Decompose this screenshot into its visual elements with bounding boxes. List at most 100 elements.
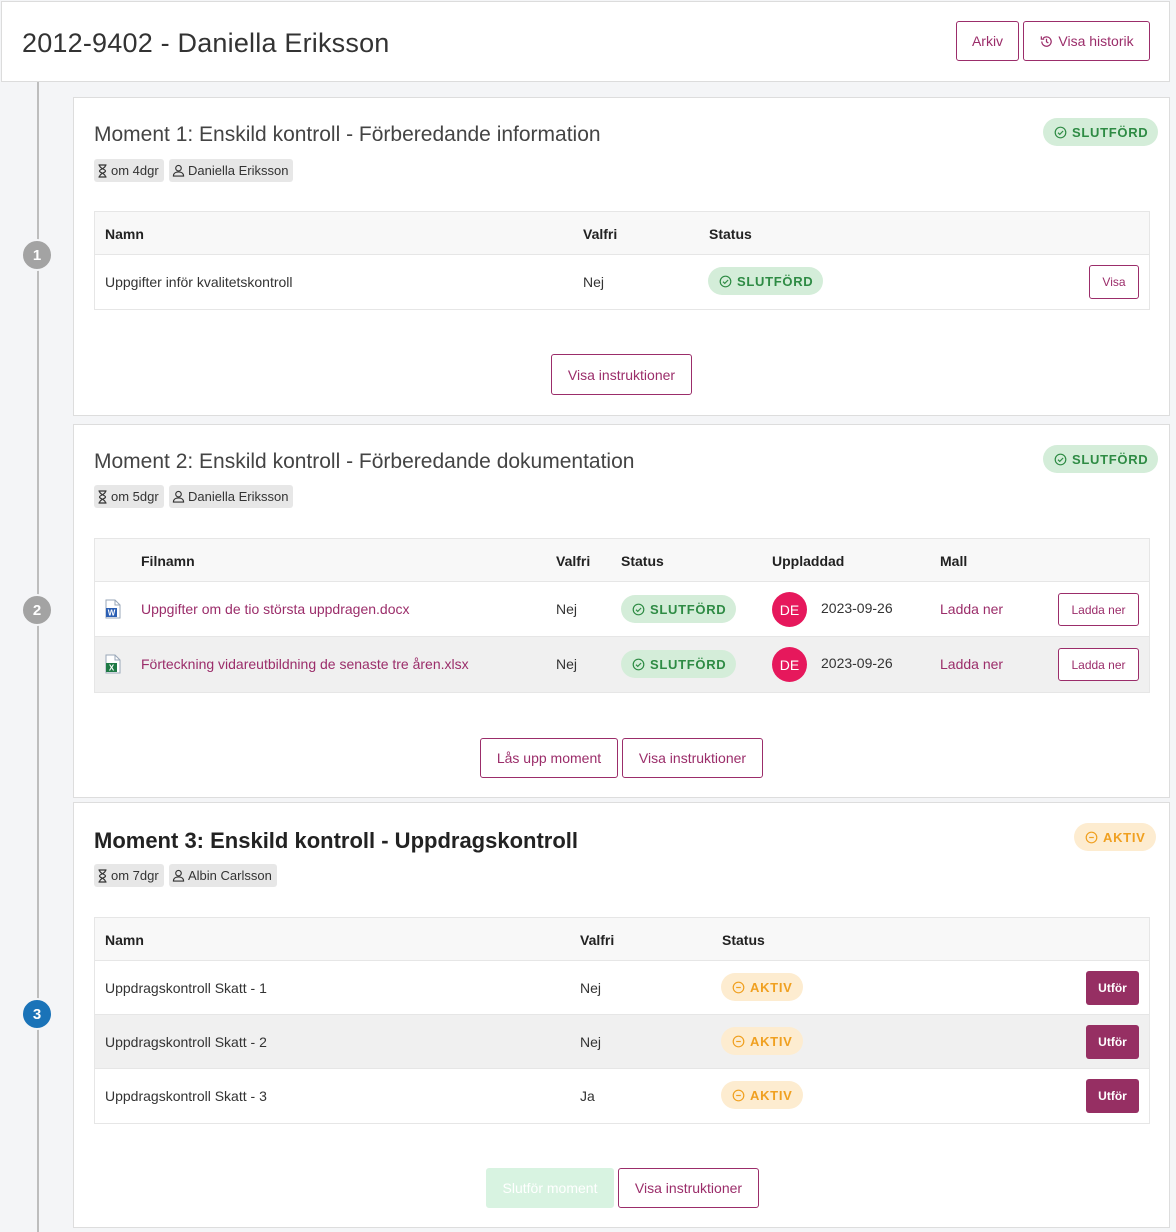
- table-row: X Förteckning vidareutbildning de senast…: [95, 637, 1149, 692]
- status-text: AKTIV: [1103, 829, 1146, 845]
- moment-1-card: Moment 1: Enskild kontroll - Förberedand…: [73, 97, 1170, 416]
- check-circle-icon: [719, 275, 732, 287]
- row-name: Uppgifter inför kvalitetskontroll: [105, 274, 293, 290]
- row-optional: Nej: [556, 656, 578, 672]
- download-button[interactable]: Ladda ner: [1058, 593, 1139, 626]
- table-header: Namn Valfri Status: [95, 212, 1149, 255]
- moment-3-card: Moment 3: Enskild kontroll - Uppdragskon…: [73, 802, 1170, 1228]
- hourglass-icon: [98, 489, 107, 504]
- step-1-badge: 1: [21, 239, 53, 271]
- moment-3-title: Moment 3: Enskild kontroll - Uppdragskon…: [94, 828, 579, 853]
- table-row: W Uppgifter om de tio största uppdragen.…: [95, 582, 1149, 637]
- template-download-link[interactable]: Ladda ner: [940, 601, 1004, 617]
- table-header: Filnamn Valfri Status Uppladdad Mall: [95, 539, 1149, 582]
- moment-1-table: Namn Valfri Status Uppgifter inför kvali…: [94, 211, 1150, 310]
- table-row: Uppdragskontroll Skatt - 1 Nej AKTIV Utf…: [95, 961, 1149, 1015]
- unlock-moment-button[interactable]: Lås upp moment: [480, 738, 618, 778]
- column-optional: Valfri: [583, 226, 618, 242]
- moment-2-title: Moment 2: Enskild kontroll - Förberedand…: [94, 450, 635, 473]
- perform-button[interactable]: Utför: [1086, 1025, 1139, 1059]
- hourglass-icon: [98, 163, 107, 178]
- moment-3-status-badge: AKTIV: [1074, 823, 1156, 851]
- assignee-chip: Daniella Eriksson: [169, 159, 294, 182]
- status-text: SLUTFÖRD: [737, 273, 814, 289]
- complete-moment-button[interactable]: Slutför moment: [486, 1168, 614, 1208]
- person-icon: [172, 164, 185, 177]
- assignee-text: Albin Carlsson: [188, 868, 272, 883]
- file-link[interactable]: Uppgifter om de tio största uppdragen.do…: [141, 601, 410, 617]
- column-uploaded: Uppladdad: [772, 553, 845, 569]
- status-text: SLUTFÖRD: [650, 656, 727, 672]
- svg-text:X: X: [109, 664, 115, 673]
- table-row: Uppgifter inför kvalitetskontroll Nej SL…: [95, 255, 1149, 309]
- status-text: SLUTFÖRD: [650, 601, 727, 617]
- uploaded-date: 2023-09-26: [821, 655, 893, 671]
- assignee-chip: Albin Carlsson: [169, 864, 277, 887]
- history-icon: [1041, 35, 1053, 47]
- status-text: AKTIV: [750, 1087, 793, 1103]
- instructions-button[interactable]: Visa instruktioner: [618, 1168, 759, 1208]
- avatar: DE: [772, 592, 807, 627]
- due-chip: om 5dgr: [94, 485, 164, 508]
- column-status: Status: [621, 553, 664, 569]
- due-text: om 4dgr: [111, 163, 159, 178]
- archive-button[interactable]: Arkiv: [956, 21, 1019, 61]
- row-optional: Nej: [583, 274, 605, 290]
- timeline-line: [37, 82, 39, 1232]
- clock-circle-icon: [732, 1089, 745, 1101]
- moment-1-status-badge: SLUTFÖRD: [1043, 118, 1159, 146]
- moment-3-table: Namn Valfri Status Uppdragskontroll Skat…: [94, 917, 1150, 1124]
- perform-button[interactable]: Utför: [1086, 971, 1139, 1005]
- history-button[interactable]: Visa historik: [1023, 21, 1150, 61]
- row-status-badge: SLUTFÖRD: [708, 267, 824, 295]
- status-text: SLUTFÖRD: [1072, 451, 1149, 467]
- file-link[interactable]: Förteckning vidareutbildning de senaste …: [141, 656, 469, 672]
- status-text: SLUTFÖRD: [1072, 124, 1149, 140]
- row-optional: Nej: [580, 1034, 602, 1050]
- row-status-badge: AKTIV: [721, 1027, 803, 1055]
- due-text: om 7dgr: [111, 868, 159, 883]
- row-name: Uppdragskontroll Skatt - 2: [105, 1034, 267, 1050]
- column-status: Status: [709, 226, 752, 242]
- instructions-button[interactable]: Visa instruktioner: [622, 738, 763, 778]
- template-download-link[interactable]: Ladda ner: [940, 656, 1004, 672]
- moment-2-card: Moment 2: Enskild kontroll - Förberedand…: [73, 424, 1170, 798]
- step-3-badge: 3: [21, 998, 53, 1030]
- uploaded-date: 2023-09-26: [821, 600, 893, 616]
- due-chip: om 4dgr: [94, 159, 164, 182]
- check-circle-icon: [1054, 453, 1067, 465]
- row-optional: Ja: [580, 1088, 595, 1104]
- hourglass-icon: [98, 868, 107, 883]
- moment-1-title: Moment 1: Enskild kontroll - Förberedand…: [94, 123, 601, 146]
- clock-circle-icon: [1085, 831, 1098, 843]
- row-optional: Nej: [556, 601, 578, 617]
- clock-circle-icon: [732, 1035, 745, 1047]
- avatar: DE: [772, 647, 807, 682]
- clock-circle-icon: [732, 981, 745, 993]
- instructions-button[interactable]: Visa instruktioner: [551, 354, 692, 395]
- download-button[interactable]: Ladda ner: [1058, 648, 1139, 681]
- check-circle-icon: [632, 603, 645, 615]
- column-filename: Filnamn: [141, 553, 195, 569]
- column-optional: Valfri: [580, 932, 615, 948]
- perform-button[interactable]: Utför: [1086, 1079, 1139, 1113]
- status-text: AKTIV: [750, 1033, 793, 1049]
- row-name: Uppdragskontroll Skatt - 3: [105, 1088, 267, 1104]
- view-button[interactable]: Visa: [1089, 265, 1139, 299]
- due-chip: om 7dgr: [94, 864, 164, 887]
- word-file-icon: W: [105, 599, 121, 619]
- due-text: om 5dgr: [111, 489, 159, 504]
- table-row: Uppdragskontroll Skatt - 2 Nej AKTIV Utf…: [95, 1015, 1149, 1069]
- row-optional: Nej: [580, 980, 602, 996]
- page-header: 2012-9402 - Daniella Eriksson Arkiv Visa…: [1, 1, 1170, 82]
- moment-2-status-badge: SLUTFÖRD: [1043, 445, 1159, 473]
- table-row: Uppdragskontroll Skatt - 3 Ja AKTIV Utfö…: [95, 1069, 1149, 1123]
- column-name: Namn: [105, 932, 144, 948]
- column-name: Namn: [105, 226, 144, 242]
- check-circle-icon: [632, 658, 645, 670]
- column-template: Mall: [940, 553, 968, 569]
- assignee-text: Daniella Eriksson: [188, 489, 289, 504]
- row-status-badge: SLUTFÖRD: [621, 650, 737, 678]
- row-name: Uppdragskontroll Skatt - 1: [105, 980, 267, 996]
- row-status-badge: AKTIV: [721, 973, 803, 1001]
